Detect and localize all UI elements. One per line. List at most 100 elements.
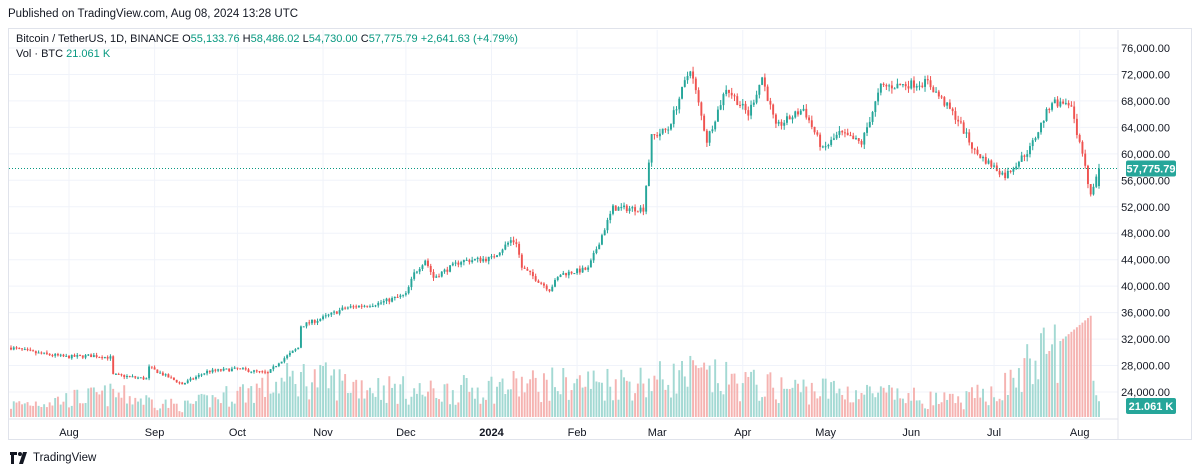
candle	[692, 66, 695, 84]
symbol-description[interactable]: Bitcoin / TetherUS, 1D, BINANCE	[16, 33, 180, 45]
footer-brand[interactable]: TradingView	[10, 452, 96, 464]
candle-body	[681, 86, 683, 99]
candle	[587, 265, 590, 273]
volume-bar	[479, 403, 482, 417]
candle	[929, 76, 932, 90]
candle	[454, 260, 457, 267]
candle	[507, 241, 510, 247]
volume-bar	[885, 392, 888, 417]
candle-body	[998, 170, 1001, 175]
candle-body	[725, 89, 728, 95]
volume-bar	[184, 400, 186, 417]
volume-bar	[752, 369, 755, 417]
candle	[181, 381, 184, 385]
candle	[750, 100, 753, 120]
candle	[921, 82, 924, 89]
candle-body	[103, 356, 106, 359]
candle	[863, 131, 866, 149]
candle-body	[468, 259, 471, 263]
candle	[777, 119, 780, 127]
volume-bar	[935, 392, 938, 417]
candle-body	[733, 95, 736, 97]
candle	[43, 352, 46, 355]
volume-bar	[656, 379, 659, 417]
volume-bar	[407, 404, 410, 417]
candle-body	[656, 135, 659, 137]
candle-body	[438, 276, 440, 278]
volume-bar	[291, 370, 294, 417]
candle	[736, 93, 739, 106]
volume-bar	[487, 380, 490, 417]
time-tick-label: Dec	[396, 427, 416, 439]
candle	[335, 310, 338, 315]
volume-bar	[791, 387, 794, 417]
candle	[1053, 97, 1056, 104]
candle	[1020, 151, 1023, 162]
candle	[15, 346, 18, 350]
volume-bar	[719, 390, 722, 417]
candle-body	[855, 138, 857, 140]
candle-body	[178, 382, 181, 384]
candle	[998, 168, 1001, 178]
candle-body	[628, 208, 631, 212]
volume-bar	[664, 389, 667, 417]
candle	[225, 368, 228, 370]
candle-body	[1023, 155, 1026, 157]
volume-bar	[736, 383, 739, 417]
candle	[112, 355, 115, 375]
volume-bar	[777, 403, 780, 417]
candle-body	[736, 96, 739, 105]
volume-bar	[65, 393, 68, 417]
volume-bar	[821, 378, 824, 417]
candle	[1040, 122, 1042, 135]
volume-bar	[1081, 322, 1084, 417]
candle-body	[18, 347, 21, 349]
volume-bar	[139, 398, 142, 417]
candle-body	[327, 314, 330, 316]
candle	[65, 353, 68, 357]
candle-body	[51, 355, 54, 357]
candle-body	[175, 379, 178, 383]
candle-body	[415, 271, 418, 273]
candle	[603, 228, 606, 236]
volume-bar	[542, 373, 545, 417]
volume-bar	[79, 403, 82, 417]
candle	[253, 369, 255, 374]
candle	[584, 266, 587, 271]
candle-body	[1006, 170, 1009, 178]
candle-body	[255, 370, 258, 372]
candle	[728, 89, 730, 98]
candle-body	[901, 84, 904, 86]
volume-bar	[37, 405, 40, 417]
volume-bar	[29, 405, 32, 417]
volume-bar	[413, 388, 416, 417]
candle	[446, 266, 449, 275]
volume-bar	[1059, 341, 1062, 417]
candle	[752, 99, 755, 108]
volume-bar	[802, 379, 805, 417]
volume-bar	[584, 386, 587, 417]
volume-bar	[106, 406, 109, 417]
candle-body	[843, 132, 846, 134]
time-tick-label: Apr	[734, 427, 751, 439]
candle-body	[418, 268, 421, 272]
volume-label[interactable]: Vol · BTC	[16, 48, 64, 60]
volume-bar	[998, 398, 1001, 417]
volume-bar	[1062, 338, 1065, 417]
candle-body	[322, 316, 325, 320]
candle-body	[156, 369, 159, 374]
volume-bar	[612, 400, 614, 417]
candle	[200, 373, 203, 377]
candle	[45, 350, 48, 356]
volume-bar	[1045, 353, 1048, 417]
volume-bar	[509, 389, 512, 417]
candle	[280, 361, 283, 364]
volume-bar	[402, 376, 405, 417]
candle-body	[932, 87, 935, 93]
candle	[520, 253, 523, 271]
volume-bar	[739, 401, 741, 417]
candle-body	[1040, 122, 1042, 133]
volume-bar	[1067, 334, 1070, 417]
candle-body	[338, 310, 341, 314]
